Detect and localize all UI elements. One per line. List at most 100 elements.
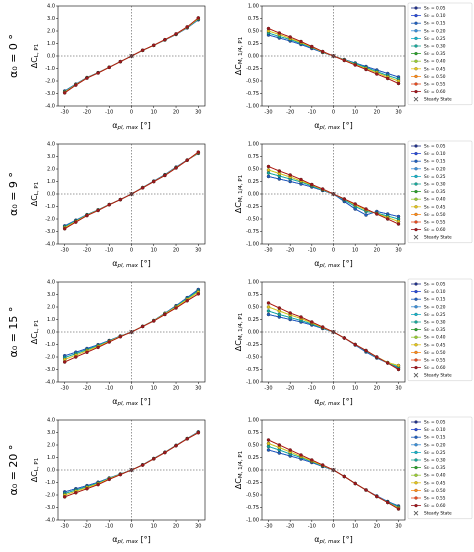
y-tick-label: -1.00 [246,380,259,386]
y-tick-label: -2.0 [45,79,55,85]
x-tick-label: -20 [83,110,91,116]
legend-label: Srᵣ = 0.50 [424,350,446,356]
y-tick-label: -1.0 [45,480,55,486]
marker [342,58,346,63]
marker [310,458,314,462]
marker [299,315,303,319]
legend-label: Srᵣ = 0.10 [424,289,446,295]
legend-label: Steady State [424,511,452,517]
legend-marker [413,96,419,102]
legend-label: Srᵣ = 0.25 [424,174,446,180]
y-axis-label: ΔCL, P1 [30,458,40,482]
legend-label: Srᵣ = 0.45 [424,66,446,72]
x-axis-label: αpl, max [°] [314,121,353,131]
subplot: -1.00 -0.75 -0.50 -0.25 0.00 0.25 0.50 0.75 1.00… [234,2,473,131]
y-label-main: ΔC [30,57,39,68]
y-tick-label: -0.25 [246,204,259,210]
x-label-unit: [°] [138,397,151,406]
marker [331,53,336,59]
legend-label: Srᵣ = 0.10 [424,151,446,157]
x-label-sub: pl, max [116,539,138,545]
legend-marker [414,435,418,439]
y-tick-label: 3.0 [47,430,55,436]
legend-label: Srᵣ = 0.55 [424,220,446,226]
x-axis-label: αpl, max [°] [314,535,353,545]
x-label-sub: pl, max [318,401,340,407]
legend-box [407,278,473,382]
marker [174,32,178,36]
y-label-main: ΔC [234,478,243,489]
marker [277,306,281,310]
y-tick-label: -2.0 [45,355,55,361]
marker [375,355,379,359]
x-label-main: α [314,121,319,130]
y-axis-label: ΔCL, P1 [30,44,40,68]
marker [196,292,200,296]
legend-label: Srᵣ = 0.35 [424,189,446,195]
y-tick-label: 3.0 [47,154,55,160]
marker [63,227,67,231]
marker [107,477,111,481]
subplot: -4.0 -3.0 -2.0 -1.0 0.0 1.0 2.0 3.0 4.0 -30 -20 -10… [7,4,206,131]
y-tick-label: -1.0 [45,66,55,72]
marker [375,212,379,216]
legend-marker [414,428,418,432]
x-axis-label: αpl, max [°] [112,397,151,407]
y-label-sub: M, 1/4, P1 [238,451,244,478]
marker [185,437,189,441]
x-tick-label: -10 [308,386,316,392]
x-label-sub: pl, max [116,263,138,269]
y-label-sub: L, P1 [34,320,40,333]
x-tick-label: 10 [352,524,358,530]
y-tick-label: 1.0 [47,455,55,461]
legend-marker [414,473,418,477]
x-tick-label: 30 [195,524,201,530]
x-tick-label: -20 [83,248,91,254]
y-tick-label: -0.75 [246,91,259,97]
marker [288,311,292,315]
marker [353,63,357,67]
legend-label: Srᵣ = 0.30 [424,182,446,188]
x-label-unit: [°] [340,535,353,544]
x-label-unit: [°] [138,535,151,544]
marker [342,197,346,201]
x-tick-label: 20 [374,386,380,392]
legend-label: Srᵣ = 0.50 [424,74,446,80]
marker [266,26,271,31]
x-tick-label: -10 [105,248,113,254]
marker [63,360,67,364]
marker [386,76,390,81]
series-line [64,431,199,493]
y-tick-label: 0.25 [248,317,259,323]
legend-marker [414,328,418,332]
legend-label: Srᵣ = 0.05 [424,6,446,12]
y-label-sub: M, 1/4, P1 [238,175,244,202]
x-tick-label: -20 [286,248,294,254]
x-tick-label: 20 [374,248,380,254]
y-tick-label: 4.0 [47,4,55,10]
legend-marker [414,144,418,148]
y-tick-label: -1.00 [246,242,259,248]
legend-marker [414,305,418,309]
y-tick-label: -3.0 [45,91,55,97]
legend-marker [414,297,418,301]
x-tick-label: 20 [173,524,179,530]
y-tick-label: 0.0 [47,468,55,474]
x-tick-label: -10 [105,524,113,530]
marker [321,325,325,329]
marker [266,444,271,449]
marker [321,187,325,191]
y-label-sub: L, P1 [34,44,40,57]
legend-label: Srᵣ = 0.50 [424,212,446,218]
marker [364,207,368,211]
x-label-unit: [°] [340,259,353,268]
x-label-main: α [314,397,319,406]
marker [96,345,100,349]
x-tick-label: 30 [195,110,201,116]
x-tick-label: -20 [83,524,91,530]
subplot: -1.00 -0.75 -0.50 -0.25 0.00 0.25 0.50 0.75 1.00… [234,278,473,407]
marker [118,60,122,64]
marker [141,48,145,52]
y-tick-label: 0.75 [248,16,259,22]
